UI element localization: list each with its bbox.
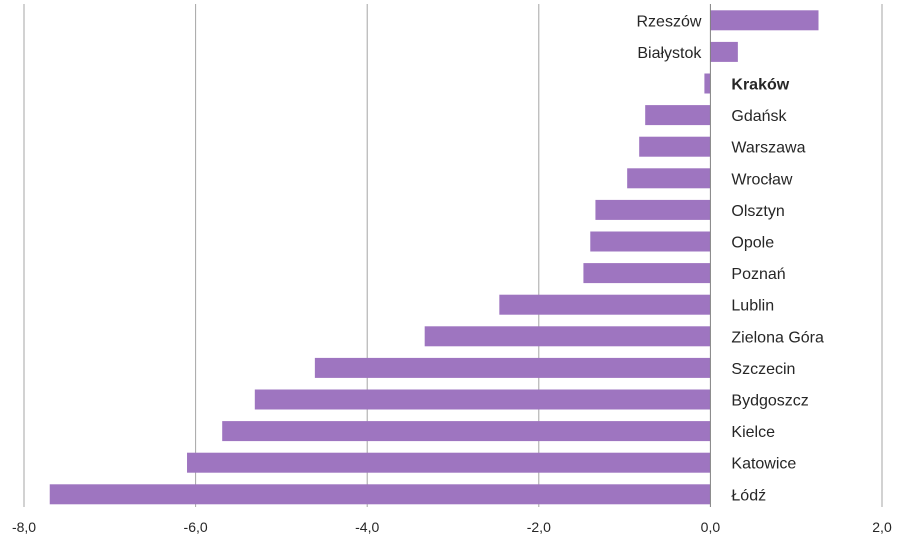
category-label: Kraków (731, 77, 789, 94)
x-tick-labels: -8,0 -6,0 -4,0 -2,0 0,0 2,0 (12, 519, 892, 535)
bar (595, 199, 711, 220)
category-label: Warszawa (731, 140, 805, 157)
bar (710, 10, 819, 31)
bar (314, 357, 711, 378)
x-tick-label: -6,0 (184, 519, 208, 535)
bar (222, 421, 711, 442)
bar (424, 326, 711, 347)
bar (627, 168, 711, 189)
bar (49, 484, 711, 505)
bar (710, 41, 738, 62)
bar (254, 389, 711, 410)
bar (704, 73, 711, 94)
x-tick-label: -4,0 (355, 519, 379, 535)
bar (590, 231, 711, 252)
bars (49, 10, 819, 505)
category-label: Lublin (731, 298, 774, 315)
bar (187, 452, 711, 473)
category-label: Opole (731, 235, 774, 252)
category-label: Łódź (731, 487, 766, 504)
category-label: Bydgoszcz (731, 393, 808, 410)
category-label: Szczecin (731, 361, 795, 378)
bar (639, 136, 711, 157)
x-tick-label: -2,0 (527, 519, 551, 535)
category-label: Rzeszów (636, 13, 701, 30)
category-labels: Rzeszów Białystok Kraków Gdańsk Warszawa Wroc… (636, 13, 824, 504)
bar (583, 263, 711, 284)
bar (499, 294, 711, 315)
category-label: Katowice (731, 456, 796, 473)
category-label: Gdańsk (731, 108, 787, 125)
x-tick-label: -8,0 (12, 519, 36, 535)
category-label: Wrocław (731, 171, 792, 188)
x-tick-label: 2,0 (872, 519, 892, 535)
category-label: Poznań (731, 266, 785, 283)
x-tick-label: 0,0 (701, 519, 721, 535)
category-label: Olsztyn (731, 203, 784, 220)
category-label: Zielona Góra (731, 329, 824, 346)
bar (645, 105, 711, 126)
category-label: Kielce (731, 424, 775, 441)
category-label: Białystok (637, 45, 702, 62)
